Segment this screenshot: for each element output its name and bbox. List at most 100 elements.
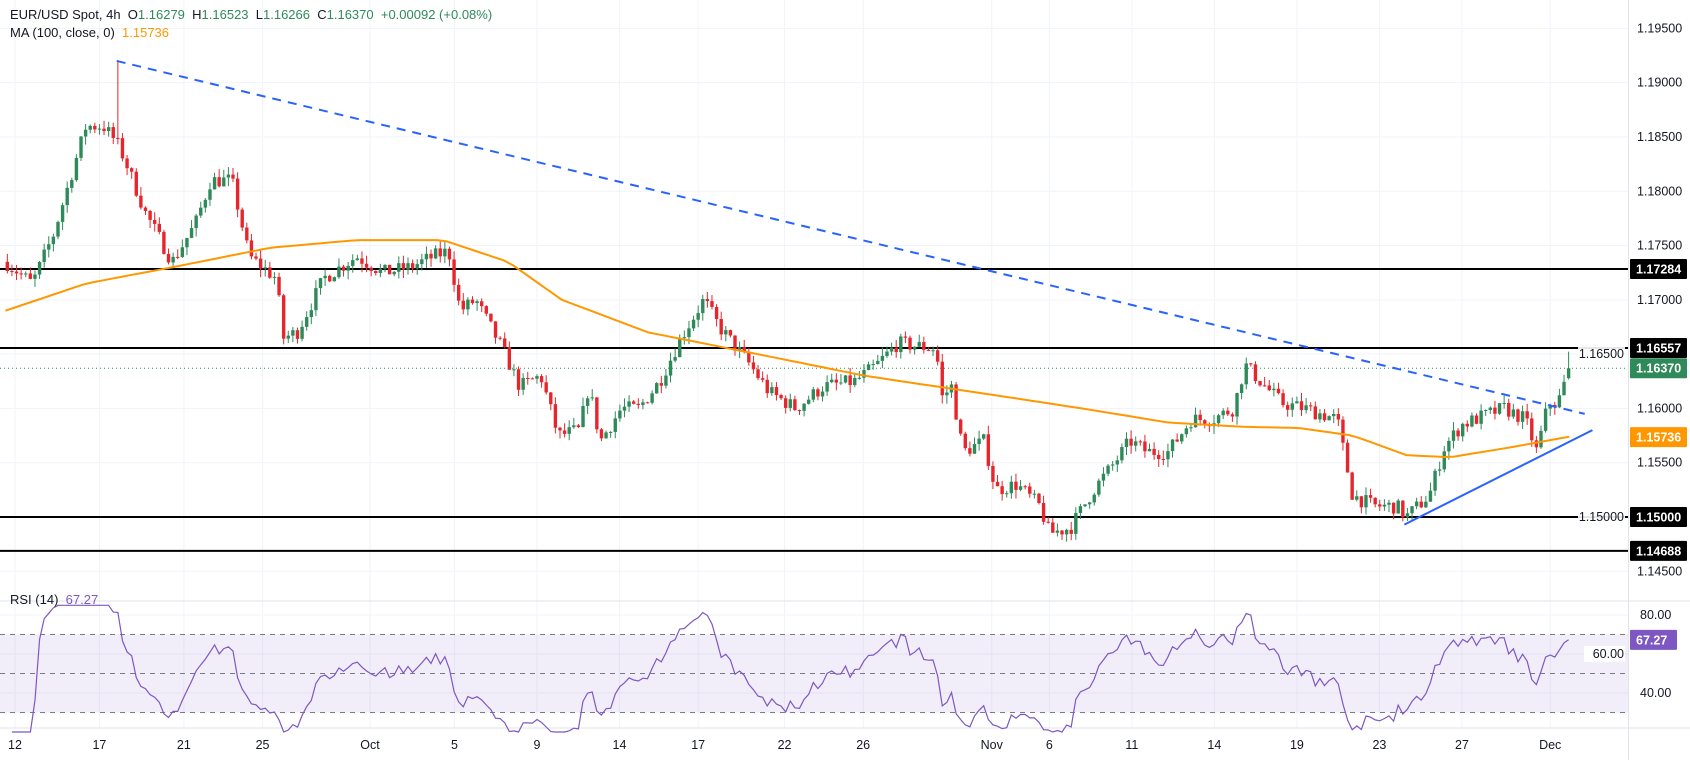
- candle: [1152, 442, 1156, 460]
- candle: [1267, 380, 1271, 392]
- candle: [982, 433, 986, 441]
- candle-body: [995, 481, 1000, 487]
- candle: [1313, 401, 1318, 420]
- candle: [433, 245, 438, 260]
- candle: [724, 326, 728, 342]
- candle-body: [272, 276, 277, 278]
- candle-body: [475, 301, 479, 304]
- candle: [627, 395, 631, 412]
- candle: [24, 271, 28, 278]
- candle: [245, 222, 249, 244]
- candle-body: [424, 253, 429, 260]
- candle-body: [664, 375, 668, 386]
- candle-body: [281, 295, 286, 339]
- candle: [1355, 490, 1359, 502]
- candle-body: [1313, 406, 1318, 420]
- candle: [19, 267, 23, 280]
- moving-average-line: [5, 239, 1570, 459]
- candle-body: [24, 273, 28, 275]
- candle-body: [212, 177, 217, 190]
- candle-body: [793, 399, 797, 411]
- candle: [871, 359, 875, 370]
- candle-body: [397, 263, 401, 272]
- rsi-badge-bg: [1630, 629, 1677, 650]
- candle: [10, 264, 14, 277]
- candle-body: [1447, 440, 1451, 452]
- candle-body: [1193, 414, 1198, 428]
- price-badge-bg: [1630, 507, 1687, 527]
- candle-body: [1285, 405, 1290, 410]
- candle: [1115, 455, 1119, 473]
- candle: [1055, 523, 1060, 537]
- candle: [516, 366, 521, 397]
- candle: [1253, 361, 1258, 384]
- candle-body: [797, 410, 802, 412]
- candle-body: [1543, 408, 1548, 431]
- candle-body: [1175, 439, 1179, 442]
- candle: [1304, 398, 1308, 414]
- candle-body: [1465, 423, 1469, 427]
- candle-body: [1493, 407, 1497, 414]
- candle-body: [19, 273, 23, 275]
- candle-body: [982, 434, 986, 439]
- candle-body: [783, 398, 788, 408]
- candle: [314, 280, 318, 317]
- candle-body: [627, 401, 631, 407]
- candle: [475, 299, 479, 311]
- candle: [899, 333, 903, 359]
- candle: [1083, 504, 1087, 508]
- candle-body: [608, 431, 613, 433]
- candle: [912, 346, 917, 355]
- candle-body: [1272, 388, 1276, 391]
- candle: [1285, 401, 1290, 417]
- rsi-tick-label: 60.00: [1593, 647, 1624, 661]
- candle: [655, 382, 659, 394]
- candle: [70, 177, 74, 193]
- candle: [567, 420, 571, 441]
- candle: [503, 332, 507, 349]
- candle: [562, 423, 567, 438]
- candle: [143, 206, 148, 215]
- candle: [1157, 450, 1161, 467]
- candle-body: [899, 336, 903, 353]
- candle: [1520, 405, 1525, 429]
- candle: [171, 252, 175, 269]
- candle-body: [189, 228, 194, 238]
- candle-body: [880, 355, 885, 361]
- candle: [217, 169, 221, 188]
- candle-body: [134, 171, 138, 196]
- candle: [553, 397, 558, 434]
- candle: [673, 348, 677, 363]
- ma-label: MA (100, close, 0): [10, 25, 115, 40]
- candle: [830, 373, 834, 384]
- candle: [802, 402, 806, 417]
- candle: [862, 364, 866, 383]
- candle: [733, 335, 737, 356]
- candle-body: [1078, 506, 1083, 514]
- candle-body: [346, 265, 350, 271]
- candle: [369, 265, 373, 277]
- candle: [1414, 497, 1419, 510]
- candle: [1087, 501, 1092, 509]
- candle: [452, 251, 456, 292]
- candle: [1028, 482, 1032, 498]
- candle: [608, 431, 613, 438]
- price-badge-bg: [1630, 540, 1687, 561]
- candle-body: [1055, 530, 1060, 533]
- candle: [866, 361, 871, 371]
- candle: [1451, 422, 1456, 449]
- candle-body: [1318, 413, 1322, 420]
- candle: [1410, 505, 1414, 521]
- candle-body: [894, 347, 898, 353]
- candle-body: [862, 370, 866, 378]
- candle-body: [1548, 404, 1552, 409]
- candle: [903, 331, 908, 344]
- candle: [37, 260, 42, 279]
- candle: [1009, 475, 1014, 499]
- candle: [880, 347, 885, 369]
- candle: [1336, 408, 1341, 426]
- price-tick-label: 1.19500: [1637, 21, 1682, 35]
- candle-body: [1396, 500, 1400, 514]
- candle: [507, 341, 512, 370]
